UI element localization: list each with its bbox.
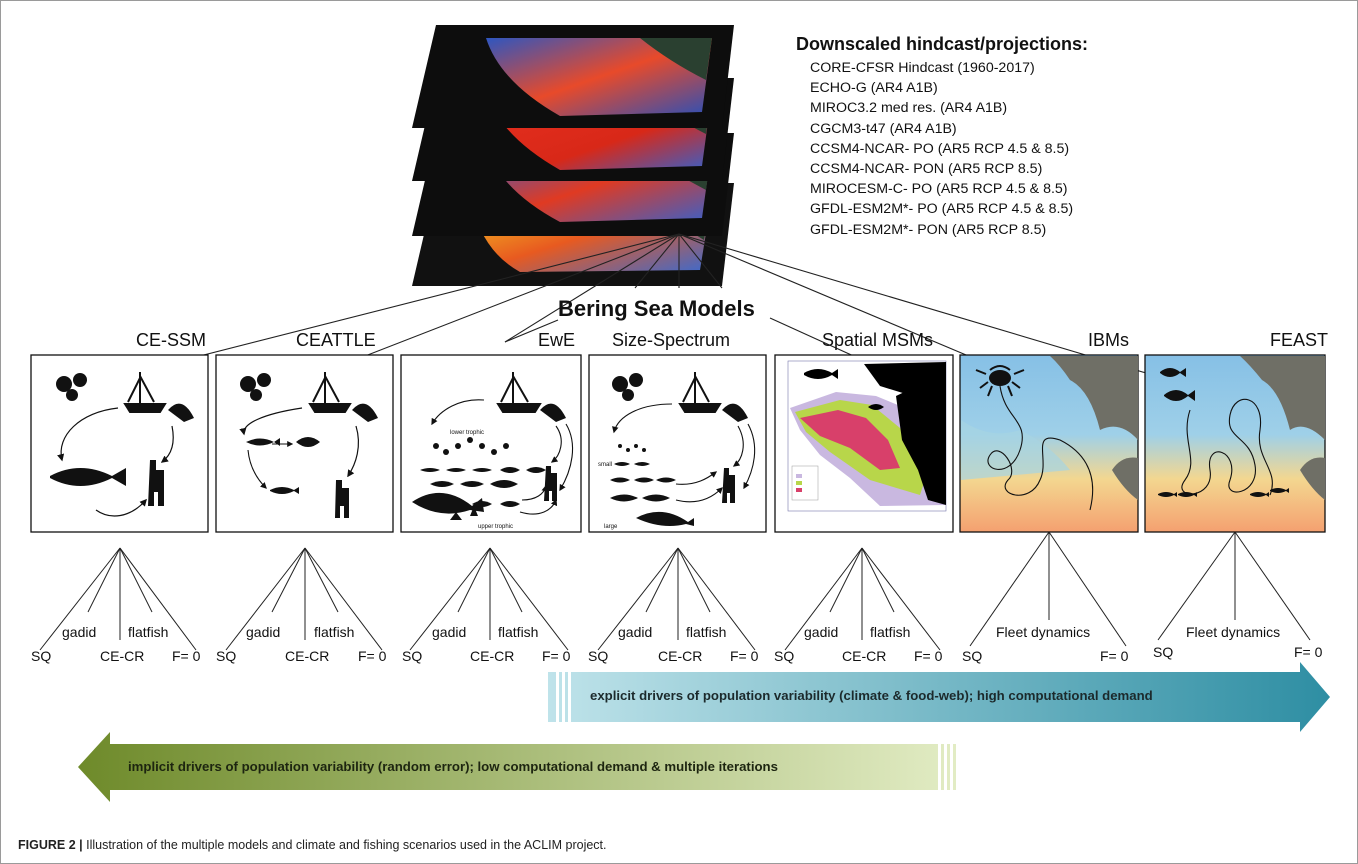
scenario-ce-cr: CE-CR bbox=[658, 648, 703, 664]
scenario-sq: SQ bbox=[774, 648, 795, 664]
model-panels bbox=[30, 354, 1326, 533]
scenario-sq: SQ bbox=[962, 648, 983, 664]
scenario-sq: SQ bbox=[216, 648, 237, 664]
downscaled-title: Downscaled hindcast/projections: bbox=[796, 34, 1089, 54]
scenario-flatfish: flatfish bbox=[498, 624, 539, 640]
caption-label: FIGURE 2 | bbox=[18, 838, 83, 852]
panel-ibms bbox=[959, 354, 1139, 533]
scenario-ce-cr: CE-CR bbox=[285, 648, 330, 664]
scenario-ce-cr: CE-CR bbox=[470, 648, 515, 664]
scenario-ce-cr: CE-CR bbox=[842, 648, 887, 664]
model-label-size-spectrum: Size-Spectrum bbox=[612, 330, 731, 350]
scenario-flatfish: flatfish bbox=[128, 624, 169, 640]
size-spectrum-foodweb: small large bbox=[598, 372, 756, 530]
ewe-foodweb: lower trophic upper trophic bbox=[412, 372, 573, 530]
explicit-drivers-arrow bbox=[548, 662, 1330, 732]
model-label-ewe: EwE bbox=[538, 330, 576, 350]
scenario-f0: F= 0 bbox=[1100, 648, 1129, 664]
model-label-spatial-msms: Spatial MSMs bbox=[822, 330, 934, 350]
caption-text: Illustration of the multiple models and … bbox=[82, 838, 607, 852]
ewe-upper-trophic-label: upper trophic bbox=[478, 524, 513, 530]
downscaled-item: MIROCESM-C- PO (AR5 RCP 4.5 & 8.5) bbox=[810, 181, 1068, 198]
scenario-ce-cr: CE-CR bbox=[100, 648, 145, 664]
size-spectrum-small-label: small bbox=[598, 462, 612, 468]
scenario-f0: F= 0 bbox=[1294, 644, 1323, 660]
scenario-gadid: gadid bbox=[246, 624, 281, 640]
ce-ssm-foodweb bbox=[50, 372, 194, 517]
center-title: Bering Sea Models bbox=[558, 296, 755, 321]
figure-caption: FIGURE 2 | Illustration of the multiple … bbox=[18, 838, 607, 852]
downscaled-list: CORE-CFSR Hindcast (1960-2017) ECHO-G (A… bbox=[810, 58, 1073, 240]
downscaled-item: CCSM4-NCAR- PON (AR5 RCP 8.5) bbox=[810, 161, 1043, 178]
downscaled-item: GFDL-ESM2M*- PON (AR5 RCP 8.5) bbox=[810, 221, 1047, 238]
size-spectrum-large-label: large bbox=[604, 524, 618, 530]
map-layer-1 bbox=[412, 25, 734, 128]
implicit-drivers-label: implicit drivers of population variabili… bbox=[128, 759, 778, 774]
explicit-drivers-label: explicit drivers of population variabili… bbox=[590, 688, 1153, 703]
scenario-fan-lines bbox=[39, 531, 1311, 651]
scenario-f0: F= 0 bbox=[172, 648, 201, 664]
model-label-ceattle: CEATTLE bbox=[296, 330, 376, 350]
scenario-flatfish: flatfish bbox=[314, 624, 355, 640]
scenario-gadid: gadid bbox=[618, 624, 653, 640]
scenario-gadid: gadid bbox=[432, 624, 467, 640]
scenario-sq: SQ bbox=[1153, 644, 1174, 660]
panel-spatial-msms bbox=[774, 354, 954, 533]
scenario-f0: F= 0 bbox=[730, 648, 759, 664]
downscaled-item: CORE-CFSR Hindcast (1960-2017) bbox=[810, 60, 1035, 76]
downscaled-item: ECHO-G (AR4 A1B) bbox=[810, 80, 938, 97]
ewe-lower-trophic-label: lower trophic bbox=[450, 430, 484, 436]
model-label-ce-ssm: CE-SSM bbox=[136, 330, 207, 350]
scenario-f0: F= 0 bbox=[358, 648, 387, 664]
model-label-ibms: IBMs bbox=[1088, 330, 1130, 350]
downscaled-item: CCSM4-NCAR- PO (AR5 RCP 4.5 & 8.5) bbox=[810, 140, 1070, 157]
implicit-drivers-arrow bbox=[78, 732, 956, 802]
scenario-sq: SQ bbox=[588, 648, 609, 664]
downscaled-item: MIROC3.2 med res. (AR4 A1B) bbox=[810, 100, 1008, 117]
scenario-sq: SQ bbox=[402, 648, 423, 664]
scenario-sq: SQ bbox=[31, 648, 52, 664]
scenario-flatfish: flatfish bbox=[870, 624, 911, 640]
scenario-fleet-dynamics: Fleet dynamics bbox=[1186, 624, 1281, 640]
downscaled-item: GFDL-ESM2M*- PO (AR5 RCP 4.5 & 8.5) bbox=[810, 201, 1074, 218]
stacked-climate-maps bbox=[412, 25, 734, 286]
scenario-gadid: gadid bbox=[62, 624, 97, 640]
food-web-silhouettes: lower trophic upper trophic small large bbox=[50, 372, 756, 530]
scenario-flatfish: flatfish bbox=[686, 624, 727, 640]
scenario-fleet-dynamics: Fleet dynamics bbox=[996, 624, 1091, 640]
scenario-f0: F= 0 bbox=[914, 648, 943, 664]
scenario-gadid: gadid bbox=[804, 624, 839, 640]
model-label-feast: FEAST bbox=[1270, 330, 1329, 350]
downscaled-item: CGCM3-t47 (AR4 A1B) bbox=[810, 120, 957, 137]
ceattle-foodweb bbox=[239, 372, 378, 518]
panel-feast bbox=[1144, 354, 1326, 533]
scenario-f0: F= 0 bbox=[542, 648, 571, 664]
